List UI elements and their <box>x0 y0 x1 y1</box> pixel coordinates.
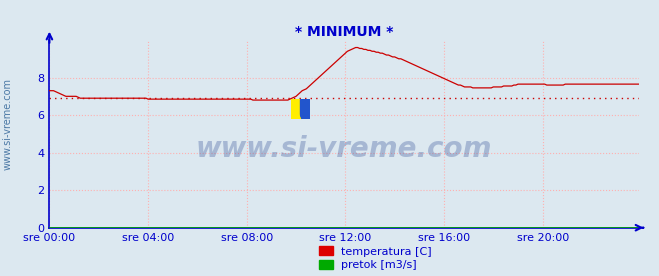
Text: www.si-vreme.com: www.si-vreme.com <box>196 135 492 163</box>
Polygon shape <box>291 99 301 119</box>
Bar <box>291 99 301 119</box>
Polygon shape <box>301 99 310 119</box>
Text: www.si-vreme.com: www.si-vreme.com <box>3 78 13 170</box>
Legend: temperatura [C], pretok [m3/s]: temperatura [C], pretok [m3/s] <box>319 246 432 270</box>
Bar <box>301 99 310 119</box>
Title: * MINIMUM *: * MINIMUM * <box>295 25 393 39</box>
